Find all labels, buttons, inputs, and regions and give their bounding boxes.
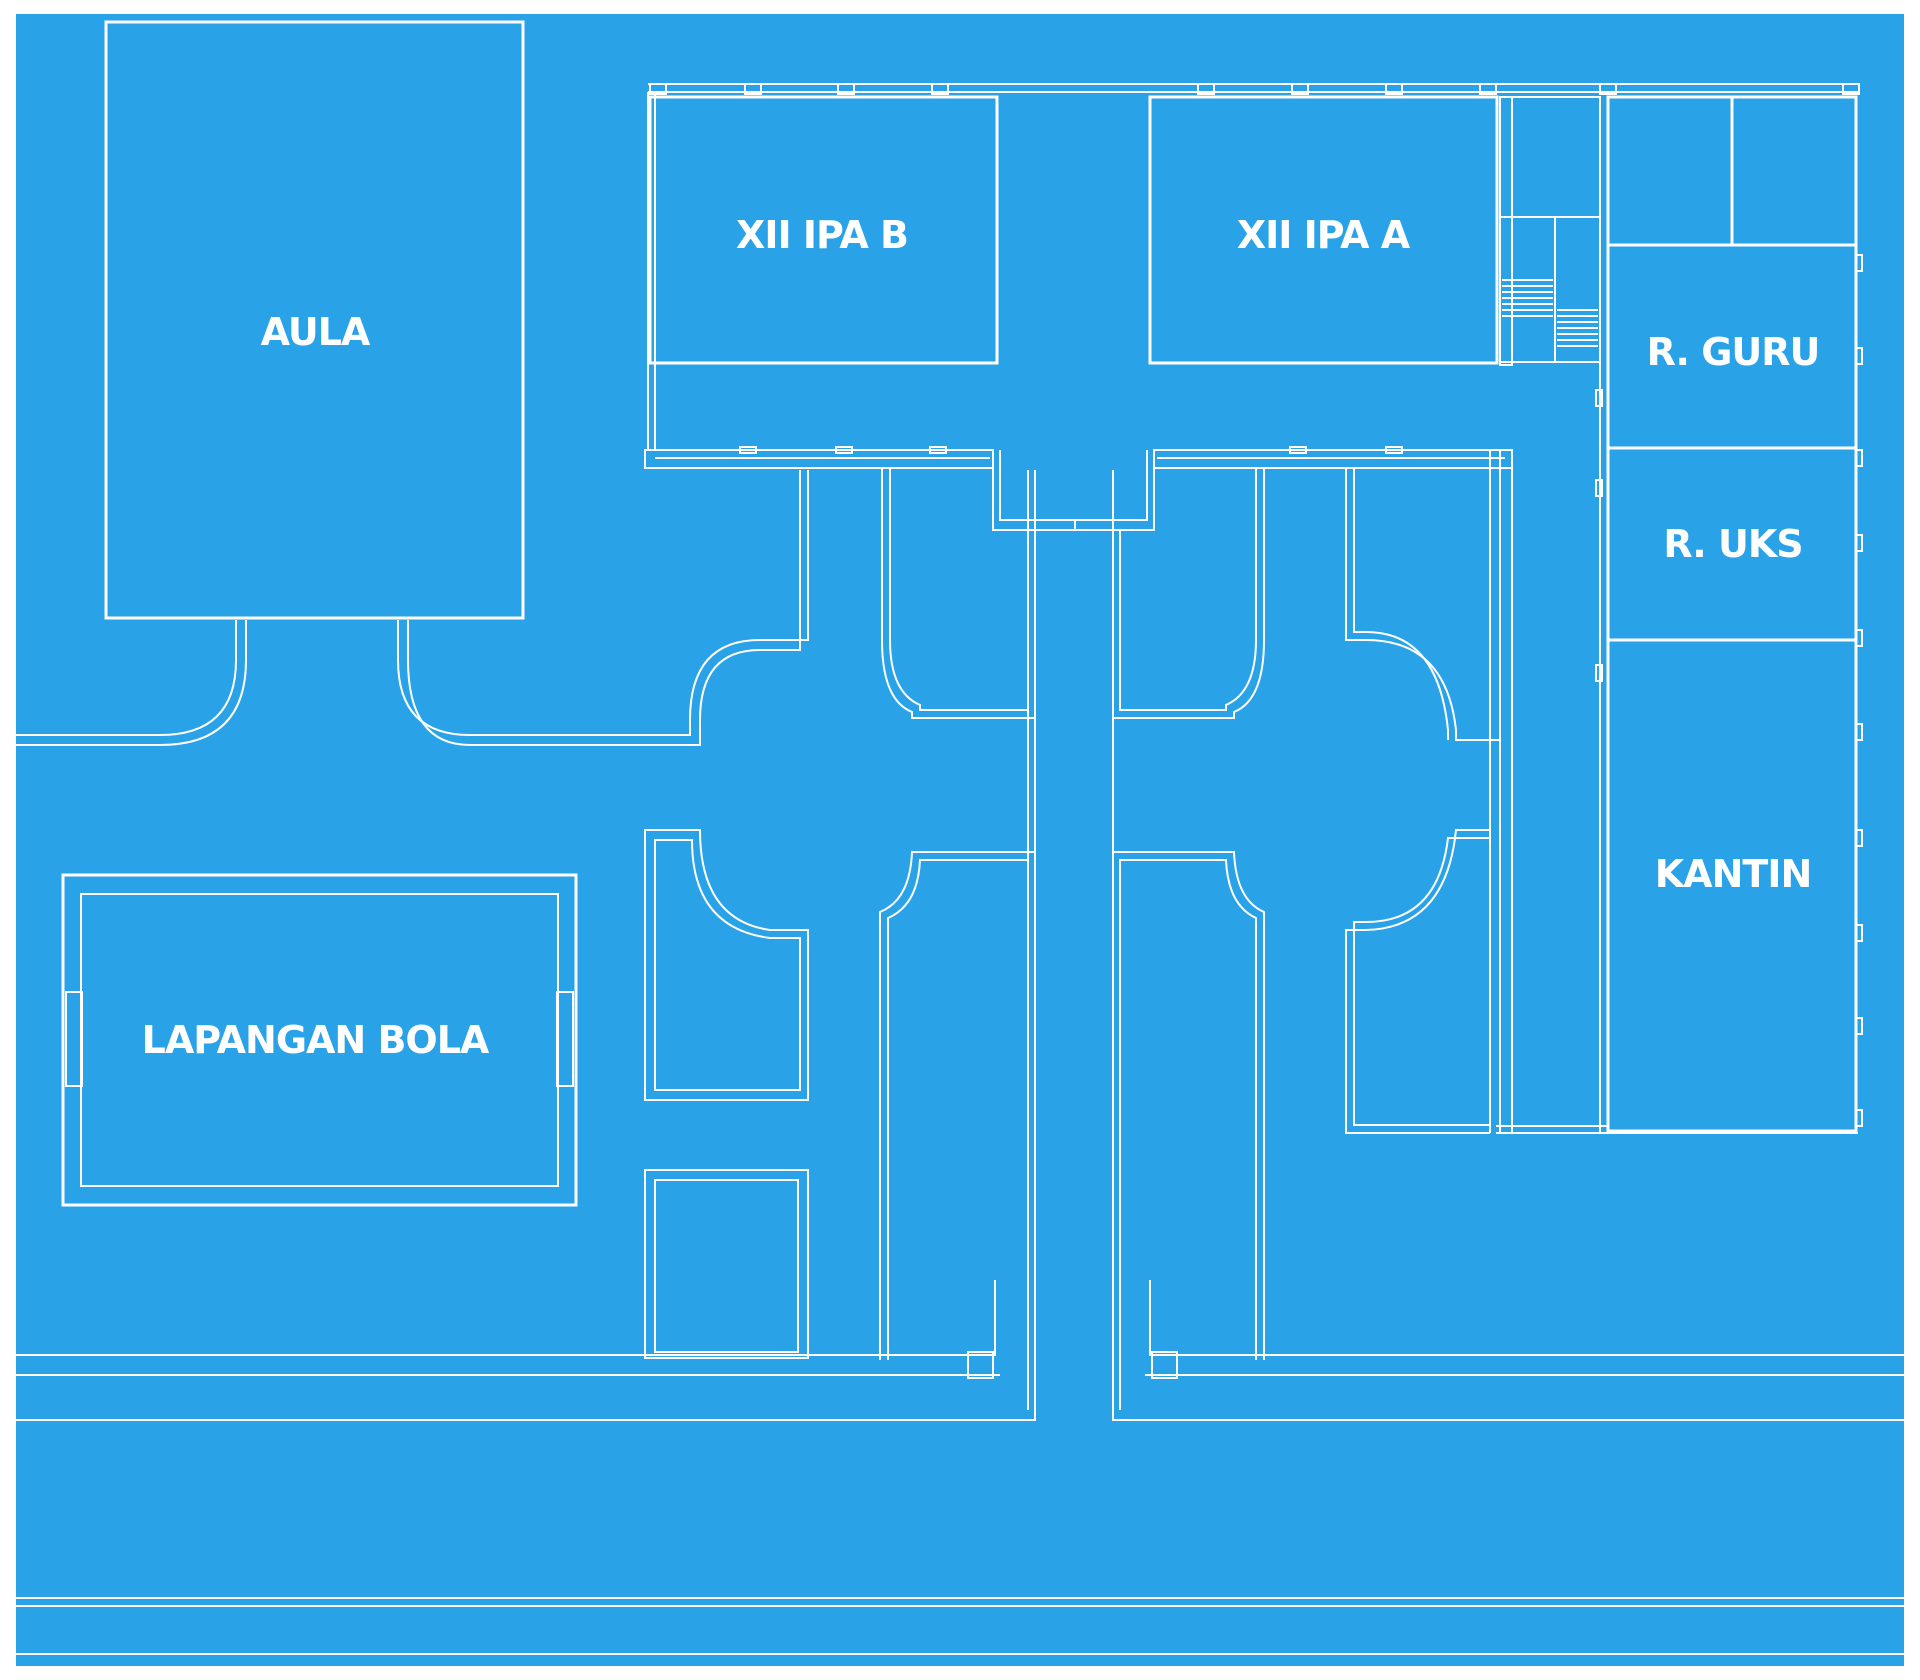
garden-area <box>644 450 1500 1410</box>
room-xii-ipa-b <box>648 95 999 365</box>
label-xii-ipa-b: XII IPA B <box>736 213 908 257</box>
label-kantin: KANTIN <box>1655 852 1812 896</box>
map-blueprint-area <box>16 14 1904 1666</box>
label-r-guru: R. GURU <box>1647 330 1820 374</box>
aula-building <box>16 20 809 746</box>
room-xii-ipa-a <box>1148 95 1499 365</box>
football-field <box>61 873 578 1207</box>
label-aula: AULA <box>261 310 371 354</box>
right-wing-rooms <box>1595 95 1863 1133</box>
label-lapangan-bola: LAPANGAN BOLA <box>142 1018 490 1062</box>
label-xii-ipa-a: XII IPA A <box>1237 213 1411 257</box>
road-and-fence <box>16 470 1904 1655</box>
label-r-uks: R. UKS <box>1663 522 1802 566</box>
